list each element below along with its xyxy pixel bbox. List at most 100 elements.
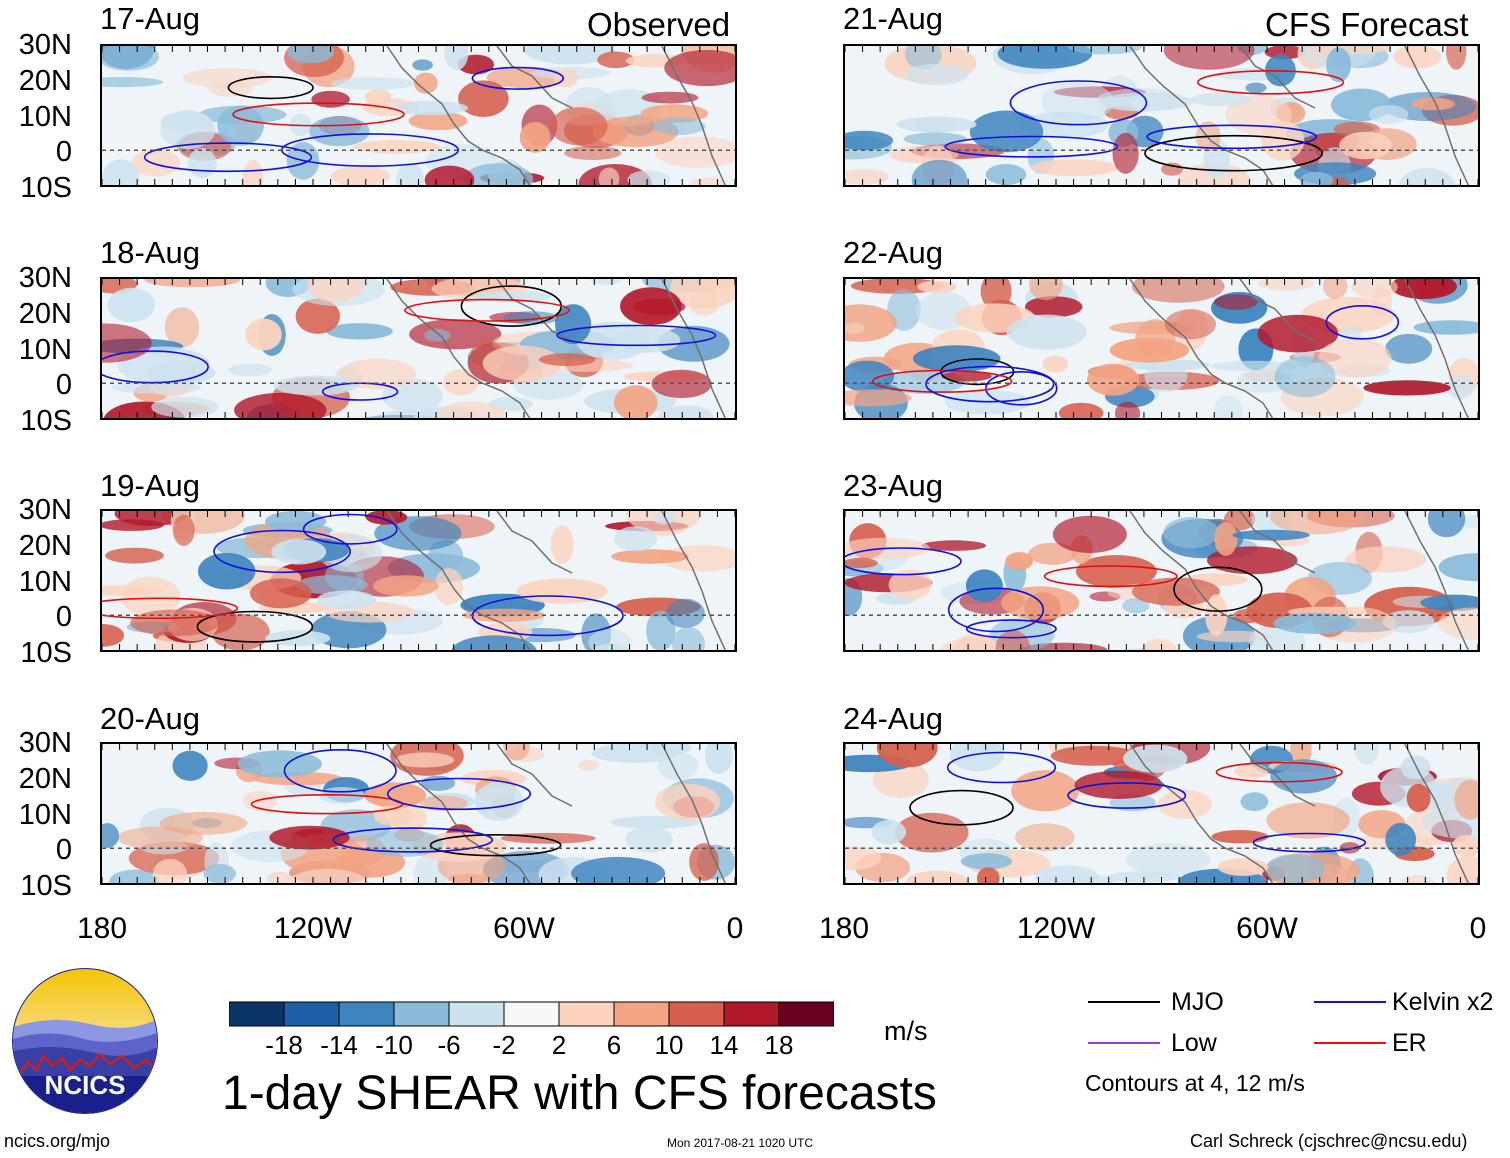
shear-heatmap xyxy=(845,744,1478,883)
wave-contour xyxy=(985,371,1058,406)
shear-anomaly-cell xyxy=(152,858,188,883)
colorbar-swatch xyxy=(228,1001,285,1027)
lat-tick-label: 0 xyxy=(55,136,72,169)
shear-anomaly-cell xyxy=(164,307,200,348)
footer-website: ncics.org/mjo xyxy=(4,1131,111,1151)
shear-anomaly-cell xyxy=(896,116,977,133)
ncics-logo: NCICS xyxy=(10,966,160,1116)
shear-anomaly-cell xyxy=(590,279,622,285)
legend-label-low: Low xyxy=(1171,1029,1217,1057)
shear-anomaly-cell xyxy=(894,812,969,853)
shear-anomaly-cell xyxy=(234,392,327,418)
shear-anomaly-cell xyxy=(705,744,733,774)
lon-tick-label: 60W xyxy=(1236,912,1298,945)
shear-anomaly-cell xyxy=(845,557,878,569)
shear-anomaly-cell xyxy=(1446,375,1474,400)
shear-anomaly-cell xyxy=(1109,337,1190,363)
shear-anomaly-cell xyxy=(396,163,424,185)
coastline xyxy=(386,511,727,650)
shear-anomaly-cell xyxy=(211,613,270,650)
shear-anomaly-cell xyxy=(365,511,408,525)
shear-heatmap xyxy=(845,511,1478,650)
map-panel xyxy=(843,44,1480,187)
shear-anomaly-cell xyxy=(207,81,253,97)
shear-anomaly-cell xyxy=(102,159,140,185)
colorbar-level-label: -18 xyxy=(265,1030,303,1060)
shear-anomaly-cell xyxy=(995,629,1031,650)
shear-heatmap xyxy=(102,511,735,650)
lat-tick-label: 10N xyxy=(18,333,72,366)
shear-anomaly-cell xyxy=(524,46,616,65)
shear-anomaly-cell xyxy=(1214,294,1258,310)
colorbar xyxy=(228,1000,835,1035)
shear-anomaly-cell xyxy=(151,396,218,418)
shear-anomaly-cell xyxy=(1052,515,1127,554)
colorbar-level-label: 14 xyxy=(709,1030,739,1060)
chart-title: 1-day SHEAR with CFS forecasts xyxy=(222,1067,937,1120)
shear-anomaly-cell xyxy=(316,590,377,610)
wave-contour xyxy=(925,365,1055,403)
shear-anomaly-cell xyxy=(424,328,451,342)
shear-anomaly-cell xyxy=(640,104,709,123)
shear-anomaly-cell xyxy=(265,511,327,532)
wave-contour xyxy=(944,135,1119,158)
shear-anomaly-cell xyxy=(1141,638,1178,650)
coastline xyxy=(1129,744,1470,883)
wave-contour xyxy=(947,587,1045,633)
shear-anomaly-cell xyxy=(172,514,195,546)
shear-anomaly-cell xyxy=(1270,759,1338,794)
shear-anomaly-cell xyxy=(1210,360,1297,372)
shear-heatmap xyxy=(102,744,735,883)
shear-anomaly-cell xyxy=(160,110,216,150)
shear-anomaly-cell xyxy=(665,598,705,628)
map-panel xyxy=(100,277,737,420)
panel-date-label: 18-Aug xyxy=(100,235,200,270)
shear-anomaly-cell xyxy=(1015,823,1075,852)
shear-anomaly-cell xyxy=(657,751,699,781)
shear-anomaly-cell xyxy=(576,321,650,360)
shear-anomaly-cell xyxy=(1112,132,1139,174)
shear-anomaly-cell xyxy=(876,744,938,768)
shear-anomaly-cell xyxy=(1157,789,1212,820)
shear-heatmap xyxy=(102,46,735,185)
shear-anomaly-cell xyxy=(408,111,468,131)
panel-date-label: 23-Aug xyxy=(843,468,943,503)
shear-anomaly-cell xyxy=(652,512,676,525)
lon-tick-label: 0 xyxy=(726,912,744,945)
lat-tick-label: 30N xyxy=(18,727,72,759)
colorbar-level-label: -14 xyxy=(320,1030,358,1060)
wave-contour xyxy=(232,102,405,127)
colorbar-swatch xyxy=(283,1001,340,1027)
panel-date-label: 24-Aug xyxy=(843,701,943,736)
shear-anomaly-cell xyxy=(266,871,292,883)
shear-anomaly-cell xyxy=(1234,763,1269,779)
shear-anomaly-cell xyxy=(651,117,706,135)
coastline xyxy=(1129,46,1470,185)
shear-anomaly-cell xyxy=(985,164,1027,185)
lon-tick-label: 180 xyxy=(818,912,870,945)
shear-anomaly-cell xyxy=(311,90,350,108)
shear-anomaly-cell xyxy=(1029,279,1063,301)
lat-tick-label: 20N xyxy=(18,762,72,795)
shear-anomaly-cell xyxy=(1211,830,1269,844)
shear-anomaly-cell xyxy=(1096,88,1184,112)
lat-tick-label: 20N xyxy=(18,529,72,562)
shear-anomaly-cell xyxy=(237,750,323,778)
shear-anomaly-cell xyxy=(1214,522,1238,556)
shear-anomaly-cell xyxy=(1122,598,1150,614)
shear-anomaly-cell xyxy=(1411,97,1456,111)
shear-anomaly-cell xyxy=(1189,92,1252,107)
shear-anomaly-cell xyxy=(845,389,912,407)
shear-anomaly-cell xyxy=(689,290,720,316)
shear-anomaly-cell xyxy=(1326,47,1351,83)
shear-anomaly-cell xyxy=(1240,792,1269,812)
shear-anomaly-cell xyxy=(217,105,264,146)
wave-contour xyxy=(196,610,314,643)
shear-anomaly-cell xyxy=(1232,529,1310,541)
shear-anomaly-cell xyxy=(1318,338,1392,378)
shear-anomaly-cell xyxy=(1368,105,1409,124)
shear-anomaly-cell xyxy=(1087,363,1139,396)
shear-anomaly-cell xyxy=(921,540,987,551)
wave-contour xyxy=(332,827,494,853)
shear-anomaly-cell xyxy=(978,744,1000,752)
